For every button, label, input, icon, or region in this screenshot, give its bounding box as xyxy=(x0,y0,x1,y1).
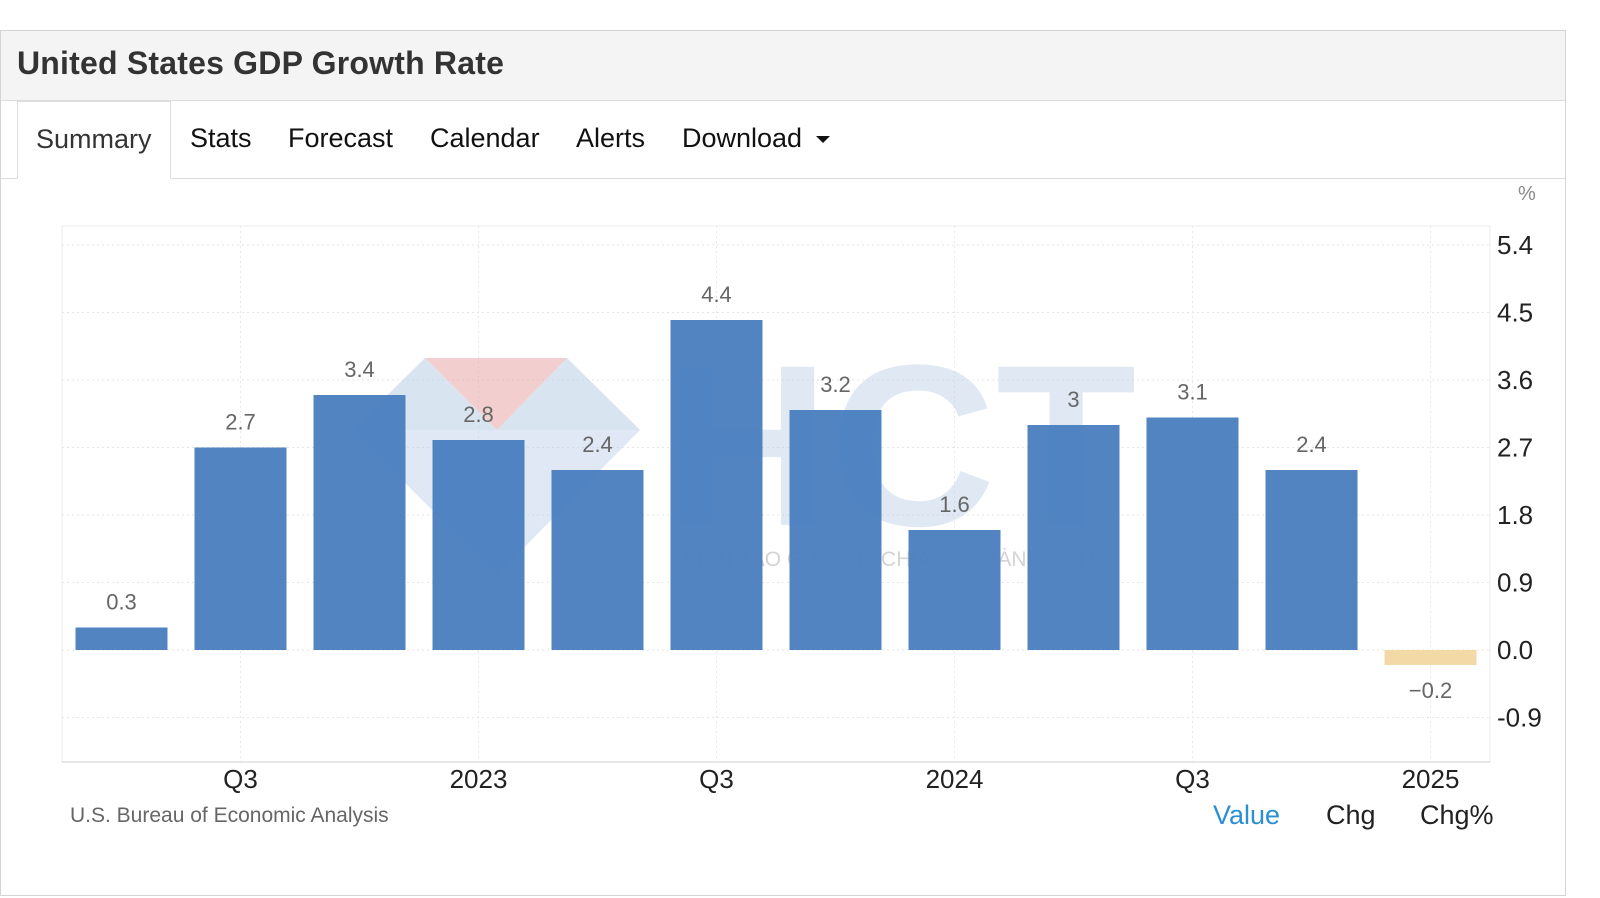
toggle-value[interactable]: Value xyxy=(1213,800,1281,830)
y-tick-label: 0.0 xyxy=(1497,635,1533,665)
tab-stats[interactable]: Stats xyxy=(190,123,252,153)
y-tick-label: 0.9 xyxy=(1497,568,1533,598)
title-bar: United States GDP Growth Rate xyxy=(1,31,1565,101)
data-label: −0.2 xyxy=(1409,678,1452,703)
bar xyxy=(551,470,644,650)
y-tick-label: -0.9 xyxy=(1497,703,1542,733)
data-label: 2.4 xyxy=(1296,432,1327,457)
tab-calendar[interactable]: Calendar xyxy=(430,123,540,153)
bar xyxy=(75,627,168,650)
y-tick-label: 4.5 xyxy=(1497,298,1533,328)
data-label: 3 xyxy=(1067,387,1079,412)
caret-down-icon xyxy=(816,136,831,144)
y-tick-label: 1.8 xyxy=(1497,500,1533,530)
bar xyxy=(313,395,406,650)
x-tick-label: 2023 xyxy=(450,764,508,794)
source-label: U.S. Bureau of Economic Analysis xyxy=(70,804,389,827)
toggle-chg-percent[interactable]: Chg% xyxy=(1420,800,1494,830)
y-tick-label: 2.7 xyxy=(1497,433,1533,463)
x-tick-label: Q3 xyxy=(1175,764,1210,794)
data-label: 2.4 xyxy=(582,432,613,457)
y-tick-label: 3.6 xyxy=(1497,365,1533,395)
watermark-logo-shape xyxy=(425,358,567,430)
data-label: 1.6 xyxy=(939,492,970,517)
x-tick-label: 2024 xyxy=(926,764,984,794)
bar xyxy=(670,320,763,650)
bar xyxy=(789,410,882,650)
toggle-chg[interactable]: Chg xyxy=(1326,800,1376,830)
y-unit-label: % xyxy=(1518,183,1536,205)
data-label: 0.3 xyxy=(106,590,137,615)
tab-forecast[interactable]: Forecast xyxy=(288,123,394,153)
bar xyxy=(1265,470,1358,650)
page-title: United States GDP Growth Rate xyxy=(17,45,505,81)
x-tick-label: 2025 xyxy=(1402,764,1460,794)
x-tick-label: Q3 xyxy=(699,764,734,794)
data-label: 3.2 xyxy=(820,372,851,397)
bar xyxy=(1384,650,1477,665)
tab-alerts[interactable]: Alerts xyxy=(576,123,646,153)
tab-bar: Summary Stats Forecast Calendar Alerts D… xyxy=(1,101,1565,179)
tab-download[interactable]: Download xyxy=(682,123,831,154)
data-label: 3.1 xyxy=(1177,380,1208,405)
bar xyxy=(432,440,525,650)
data-label: 2.8 xyxy=(463,402,494,427)
tab-summary[interactable]: Summary xyxy=(17,101,171,179)
data-label: 4.4 xyxy=(701,282,732,307)
x-tick-label: Q3 xyxy=(223,764,258,794)
y-tick-label: 5.4 xyxy=(1497,230,1533,260)
bar xyxy=(1146,417,1239,650)
watermark-logo-shape xyxy=(497,358,640,430)
tab-download-label: Download xyxy=(682,123,803,153)
bar xyxy=(194,447,287,650)
data-label: 3.4 xyxy=(344,357,375,382)
bar xyxy=(908,530,1001,650)
data-label: 2.7 xyxy=(225,410,256,435)
bar xyxy=(1027,425,1120,650)
